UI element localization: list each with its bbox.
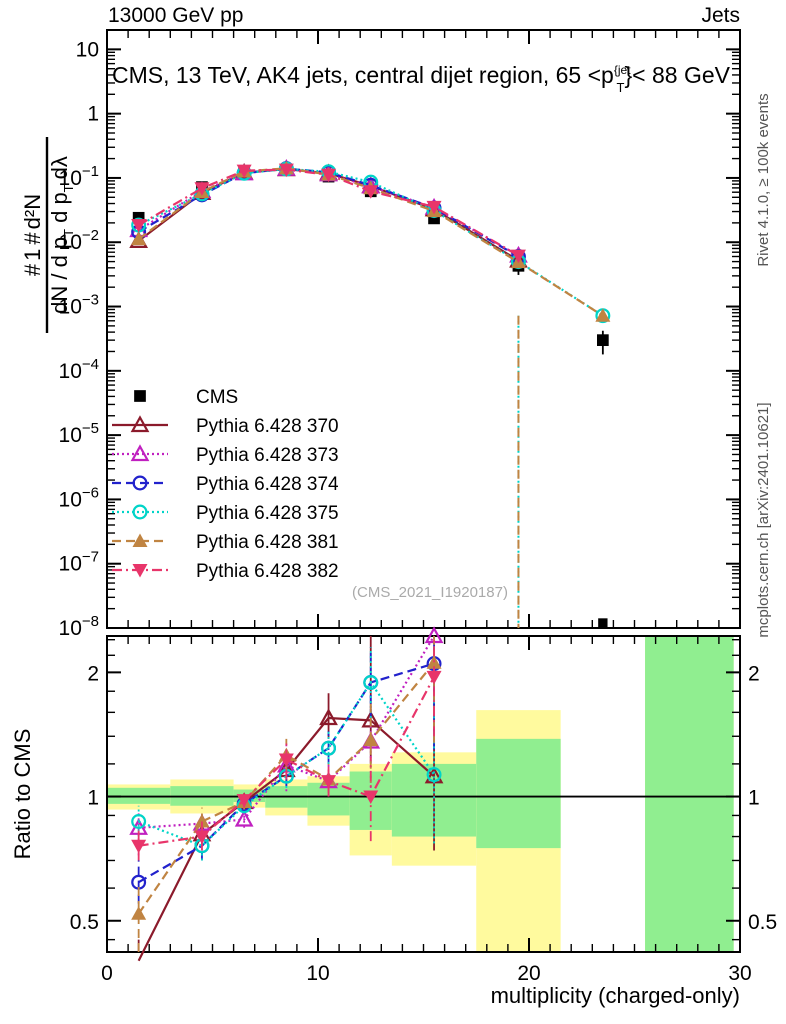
data-point-marker — [234, 809, 254, 827]
svg-text:#1#d²N: #1#d²N — [20, 194, 45, 276]
y-tick-label: 10−3 — [59, 292, 99, 319]
data-point-marker — [598, 618, 608, 628]
data-point-marker — [595, 308, 611, 322]
data-point-marker — [597, 334, 609, 346]
data-point-marker — [236, 164, 252, 179]
ratio-y-tick-label-left: 2 — [87, 662, 99, 685]
svg-text:dN / d pTd pTdλ: dN / d pTd pTdλ — [47, 156, 76, 314]
data-point-marker — [278, 163, 294, 178]
data-point-marker — [428, 212, 440, 225]
data-point-marker — [321, 740, 337, 756]
data-point-marker — [363, 185, 379, 199]
data-point-marker — [510, 249, 526, 264]
y-tick-label: 10−1 — [59, 163, 99, 190]
data-point-marker — [321, 168, 337, 183]
y-tick-label: 10 — [76, 38, 99, 61]
y-tick-label: 10−7 — [59, 549, 99, 576]
legend-label: Pythia 6.428 370 — [196, 416, 339, 437]
data-point-marker — [131, 839, 147, 854]
main-y-tick-labels: 10 1 10−1 10−2 10−3 10−4 10−5 10−6 10−7 10−8 — [59, 38, 99, 640]
ratio-band-green — [476, 738, 561, 849]
legend-label: Pythia 6.428 374 — [196, 474, 339, 495]
data-point-marker — [130, 444, 150, 462]
header-right-label: Jets — [701, 4, 740, 27]
data-point-marker — [319, 708, 338, 726]
ratio-y-tick-label-left: 1 — [87, 787, 99, 810]
data-point-marker — [132, 564, 148, 578]
data-point-marker — [132, 533, 148, 547]
analysis-watermark: (CMS_2021_I1920187) — [352, 584, 508, 601]
series-line — [138, 168, 519, 257]
data-point-marker — [131, 219, 147, 233]
main-y-axis-label: #1#d²N dN / d pTd pTdλ — [20, 137, 76, 333]
legend-label: Pythia 6.428 375 — [196, 503, 339, 524]
legend-label: CMS — [196, 387, 238, 408]
y-tick-label: 10−8 — [59, 613, 99, 640]
x-tick-label: 0 — [101, 962, 113, 985]
data-point-marker — [132, 504, 148, 520]
main-series-group — [129, 158, 611, 628]
data-point-marker — [194, 830, 210, 845]
ratio-panel: 2 2 1 1 0.5 0.5 0 10 20 30 — [70, 626, 777, 985]
data-point-marker — [363, 790, 379, 805]
ratio-axis-ticks — [106, 636, 741, 952]
header-left-label: 13000 GeV pp — [108, 4, 243, 27]
mcplots-source-label: mcplots.cern.ch [arXiv:2401.10621] — [755, 402, 772, 637]
legend-label: Pythia 6.428 381 — [196, 532, 339, 553]
ratio-series-group — [129, 626, 444, 962]
data-point-marker — [130, 415, 150, 433]
legend-label: Pythia 6.428 373 — [196, 445, 339, 466]
data-point-marker — [363, 675, 379, 690]
x-tick-label: 30 — [728, 962, 751, 985]
y-tick-label: 1 — [87, 103, 99, 126]
legend-item[interactable]: CMS — [134, 387, 238, 408]
plot-title: CMS, 13 TeV, AK4 jets, central dijet reg… — [112, 62, 731, 95]
data-point-marker — [363, 732, 379, 747]
legend-label: Pythia 6.428 382 — [196, 561, 339, 582]
data-point-marker — [321, 775, 337, 789]
ratio-band-green — [645, 636, 734, 952]
y-tick-label: 10−4 — [59, 356, 99, 383]
data-point-marker — [426, 200, 442, 215]
data-point-marker — [426, 767, 442, 783]
data-point-marker — [426, 670, 442, 685]
legend-item[interactable]: Pythia 6.428 382 — [112, 561, 339, 582]
data-point-marker — [236, 794, 252, 808]
data-point-marker — [131, 231, 147, 246]
ratio-y-tick-labels: 2 2 1 1 0.5 0.5 — [70, 662, 777, 933]
data-point-marker — [131, 814, 147, 829]
ratio-y-tick-label-left: 0.5 — [70, 911, 99, 934]
legend-item[interactable]: Pythia 6.428 373 — [112, 444, 339, 466]
legend-item[interactable]: Pythia 6.428 370 — [112, 415, 339, 437]
ratio-x-tick-labels: 0 10 20 30 — [101, 962, 752, 985]
data-point-marker — [194, 182, 210, 196]
main-panel: CMS, 13 TeV, AK4 jets, central dijet reg… — [59, 29, 741, 640]
x-axis-label: multiplicity (charged-only) — [491, 983, 740, 1008]
legend-item[interactable]: Pythia 6.428 374 — [112, 474, 339, 495]
ratio-y-tick-label-right: 0.5 — [748, 911, 777, 934]
x-tick-label: 20 — [517, 962, 540, 985]
legend-item[interactable]: Pythia 6.428 375 — [112, 503, 339, 524]
ratio-y-tick-label-right: 1 — [748, 787, 760, 810]
legend: CMS Pythia 6.428 370 Pythia 6.428 373 Pythi… — [112, 387, 339, 582]
data-point-marker — [194, 814, 210, 828]
ratio-y-axis-label: Ratio to CMS — [10, 729, 35, 860]
y-tick-label: 10−6 — [59, 484, 99, 511]
data-point-marker — [134, 390, 146, 402]
ratio-y-tick-label-right: 2 — [748, 662, 760, 685]
main-axis-ticks — [106, 30, 741, 629]
y-tick-label: 10−5 — [59, 420, 99, 447]
x-tick-label: 10 — [306, 962, 329, 985]
data-point-marker — [278, 753, 294, 767]
data-point-marker — [132, 475, 148, 491]
rivet-version-label: Rivet 4.1.0, ≥ 100k events — [755, 93, 772, 266]
y-tick-label: 10−2 — [59, 227, 99, 254]
series-line — [138, 167, 604, 317]
legend-item[interactable]: Pythia 6.428 381 — [112, 532, 339, 553]
data-point-marker — [131, 906, 147, 920]
